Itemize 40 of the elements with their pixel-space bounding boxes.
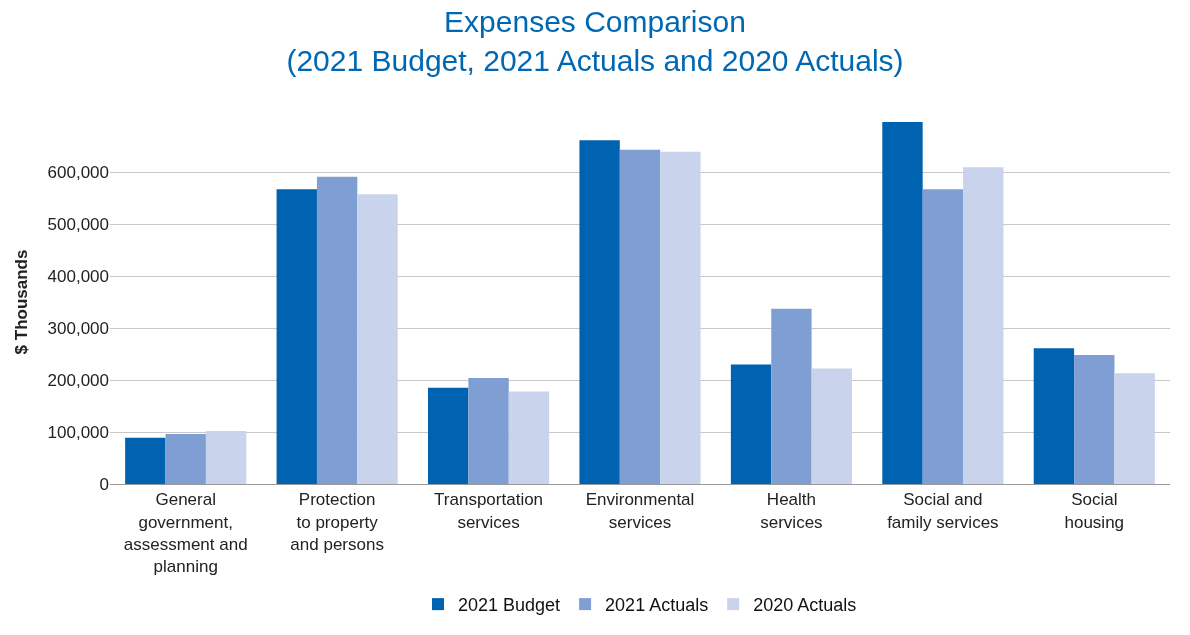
y-tick-label: 500,000 <box>47 214 109 234</box>
bar <box>619 149 661 484</box>
bar <box>205 430 247 484</box>
bar <box>1074 355 1115 484</box>
y-axis-title: $ Thousands <box>12 249 32 355</box>
x-tick-label: Transportation services <box>434 490 544 532</box>
bar <box>963 167 1004 484</box>
bar <box>771 308 812 484</box>
bar <box>579 140 620 484</box>
y-tick-label: 100,000 <box>47 422 109 442</box>
y-tick-label: 400,000 <box>47 266 109 286</box>
y-tick-label: 300,000 <box>47 318 109 338</box>
bar <box>730 364 772 484</box>
x-tick-label: Health services <box>760 490 823 532</box>
x-tick-label: General government, assessment and planning <box>123 490 248 576</box>
bar <box>811 368 852 484</box>
bar <box>1033 348 1075 484</box>
legend-label: 2021 Actuals <box>605 595 709 616</box>
bar <box>125 437 166 484</box>
y-tick-label: 0 <box>99 474 109 494</box>
bar <box>882 122 923 484</box>
bar <box>1114 373 1155 484</box>
y-tick-label: 600,000 <box>47 162 109 182</box>
bar <box>922 189 964 484</box>
x-tick-label: Social housing <box>1064 490 1125 532</box>
legend-label: 2021 Budget <box>458 595 561 616</box>
bar <box>165 434 206 484</box>
bar <box>508 391 550 484</box>
bar <box>660 151 701 484</box>
bar <box>428 387 469 484</box>
x-tick-label: Environmental services <box>585 490 695 532</box>
x-tick-label: Protection to property and persons <box>290 490 384 554</box>
bar <box>357 194 398 484</box>
bar <box>276 189 317 484</box>
bar <box>468 377 509 484</box>
bar <box>316 176 358 484</box>
x-tick-label: Social and family services <box>887 490 999 532</box>
legend-label: 2020 Actuals <box>753 595 857 616</box>
chart-title: Expenses Comparison (2021 Budget, 2021 Actuals and 2020 Actuals) <box>286 4 904 77</box>
y-tick-label: 200,000 <box>47 370 109 390</box>
